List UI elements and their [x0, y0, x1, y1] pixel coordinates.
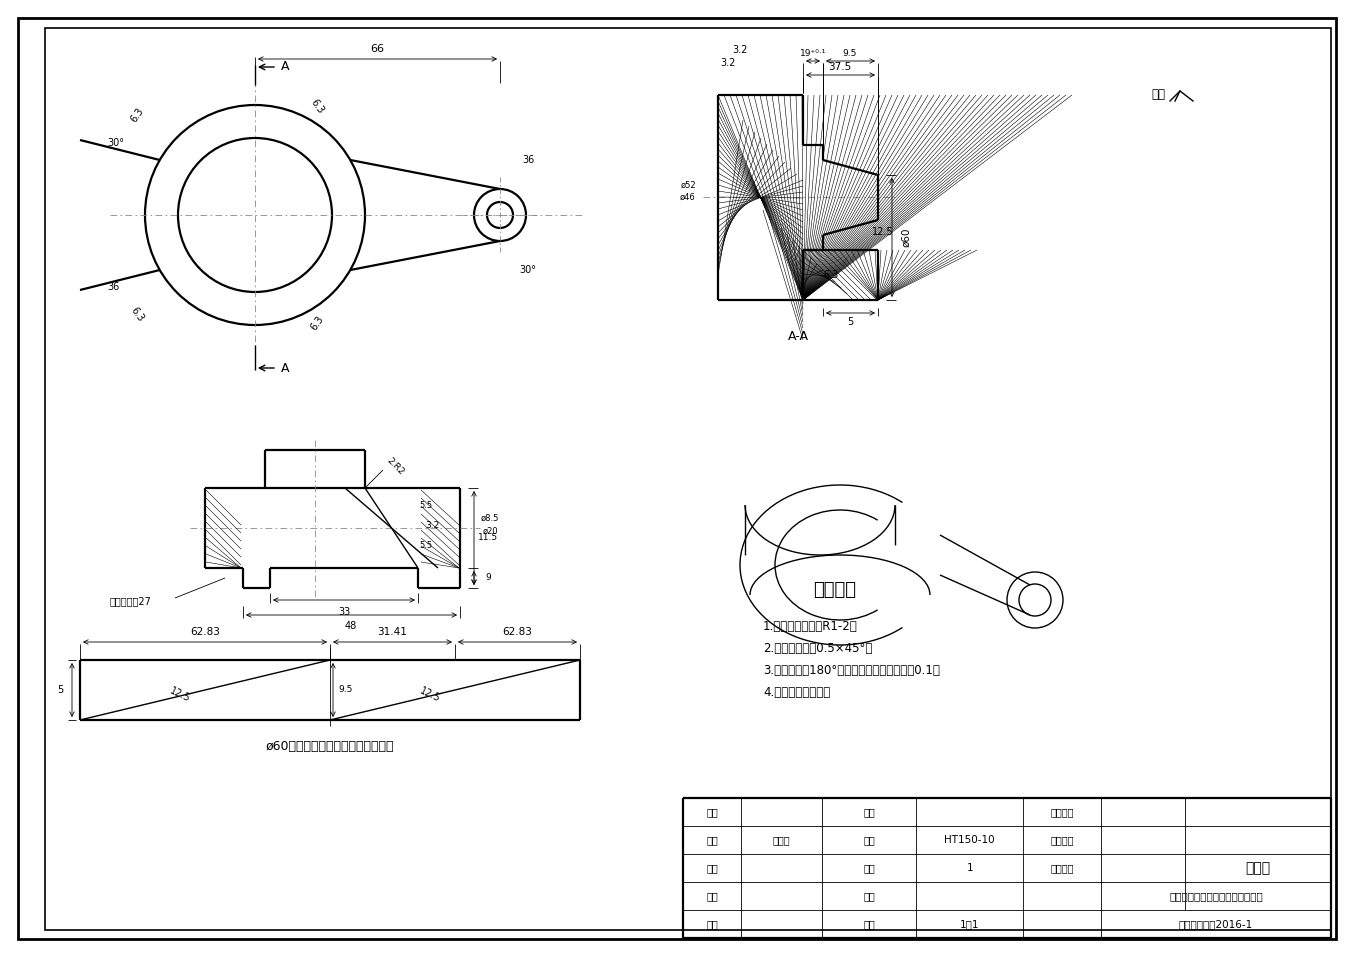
Text: 12.5: 12.5 — [872, 227, 894, 237]
Text: 6.3: 6.3 — [129, 306, 145, 324]
Text: 66: 66 — [371, 44, 385, 54]
Text: 1: 1 — [967, 863, 974, 873]
Text: 62.83: 62.83 — [502, 627, 532, 637]
Text: 1：1: 1：1 — [960, 919, 979, 929]
Text: A: A — [280, 362, 290, 374]
Text: 华东交通大学机电与车辆工程学院: 华东交通大学机电与车辆工程学院 — [1169, 891, 1263, 901]
Text: 图页: 图页 — [864, 807, 875, 817]
Text: 33: 33 — [338, 607, 351, 617]
Text: 12.5: 12.5 — [168, 686, 192, 704]
Text: 螺旋线导程27: 螺旋线导程27 — [110, 596, 150, 606]
Text: 技术要求: 技术要求 — [814, 581, 857, 599]
Text: 3.2: 3.2 — [733, 45, 747, 55]
Text: 37.5: 37.5 — [829, 62, 852, 72]
Text: 5: 5 — [57, 685, 64, 695]
Text: 材料: 材料 — [864, 835, 875, 845]
Text: ø52: ø52 — [680, 181, 696, 189]
Text: 6.3: 6.3 — [309, 98, 325, 116]
Text: ø20: ø20 — [482, 526, 498, 536]
Text: ø46: ø46 — [680, 192, 696, 202]
Text: A-A: A-A — [788, 329, 808, 343]
Text: 9: 9 — [485, 573, 492, 583]
Text: 36: 36 — [521, 155, 533, 165]
Text: 比例: 比例 — [864, 919, 875, 929]
Text: 设计: 设计 — [707, 807, 718, 817]
Text: 2.未注倒角均为0.5×45°。: 2.未注倒角均为0.5×45°。 — [764, 642, 872, 655]
Text: 19⁺⁰·¹: 19⁺⁰·¹ — [800, 49, 826, 57]
Text: 机械（卓越）2016-1: 机械（卓越）2016-1 — [1179, 919, 1252, 929]
Text: HT150-10: HT150-10 — [945, 835, 995, 845]
Text: 零件图号: 零件图号 — [1051, 835, 1074, 845]
Text: 装配图号: 装配图号 — [1051, 807, 1074, 817]
Text: 62.83: 62.83 — [190, 627, 219, 637]
Text: 1.未注明制造圆角R1-2。: 1.未注明制造圆角R1-2。 — [764, 620, 857, 633]
Text: 2.R2: 2.R2 — [385, 456, 405, 477]
Text: 11.5: 11.5 — [478, 533, 498, 543]
Text: 12.5: 12.5 — [418, 686, 441, 704]
Text: 5.5: 5.5 — [420, 542, 432, 550]
Text: 9.5: 9.5 — [842, 49, 857, 57]
Text: A: A — [280, 60, 290, 74]
Text: 分离爪: 分离爪 — [1246, 861, 1270, 875]
Text: 审核: 审核 — [707, 891, 718, 901]
Text: 其余: 其余 — [1151, 88, 1164, 101]
Text: 36: 36 — [107, 282, 119, 292]
Text: 5: 5 — [846, 317, 853, 327]
Text: 审定: 审定 — [707, 919, 718, 929]
Text: 3.2: 3.2 — [425, 522, 439, 530]
Text: 6.3: 6.3 — [129, 106, 145, 124]
Text: ø8.5: ø8.5 — [481, 514, 500, 523]
Text: 30°: 30° — [107, 138, 125, 148]
Text: 绘图: 绘图 — [707, 835, 718, 845]
Text: 48: 48 — [345, 621, 357, 631]
Text: 零件名称: 零件名称 — [1051, 863, 1074, 873]
Text: 31.41: 31.41 — [376, 627, 408, 637]
Text: ø60圆柱面上螺旋线展开图（左旋）: ø60圆柱面上螺旋线展开图（左旋） — [265, 740, 394, 752]
Text: 数量: 数量 — [864, 863, 875, 873]
Text: 6.3: 6.3 — [823, 270, 838, 280]
Text: 朱晓金: 朱晓金 — [773, 835, 791, 845]
Text: 30°: 30° — [520, 265, 536, 275]
Text: 4.去毛刺，倒锐边。: 4.去毛刺，倒锐边。 — [764, 686, 830, 699]
Text: 5.5: 5.5 — [420, 501, 432, 510]
Text: 3.两螺旋面在180°对称位置要求等高，允差0.1。: 3.两螺旋面在180°对称位置要求等高，允差0.1。 — [764, 664, 940, 677]
Text: 3.2: 3.2 — [720, 58, 735, 68]
Text: 6.3: 6.3 — [309, 314, 325, 332]
Text: ø60: ø60 — [900, 227, 911, 247]
Text: 重量: 重量 — [864, 891, 875, 901]
Text: 校对: 校对 — [707, 863, 718, 873]
Text: 9.5: 9.5 — [338, 685, 353, 695]
